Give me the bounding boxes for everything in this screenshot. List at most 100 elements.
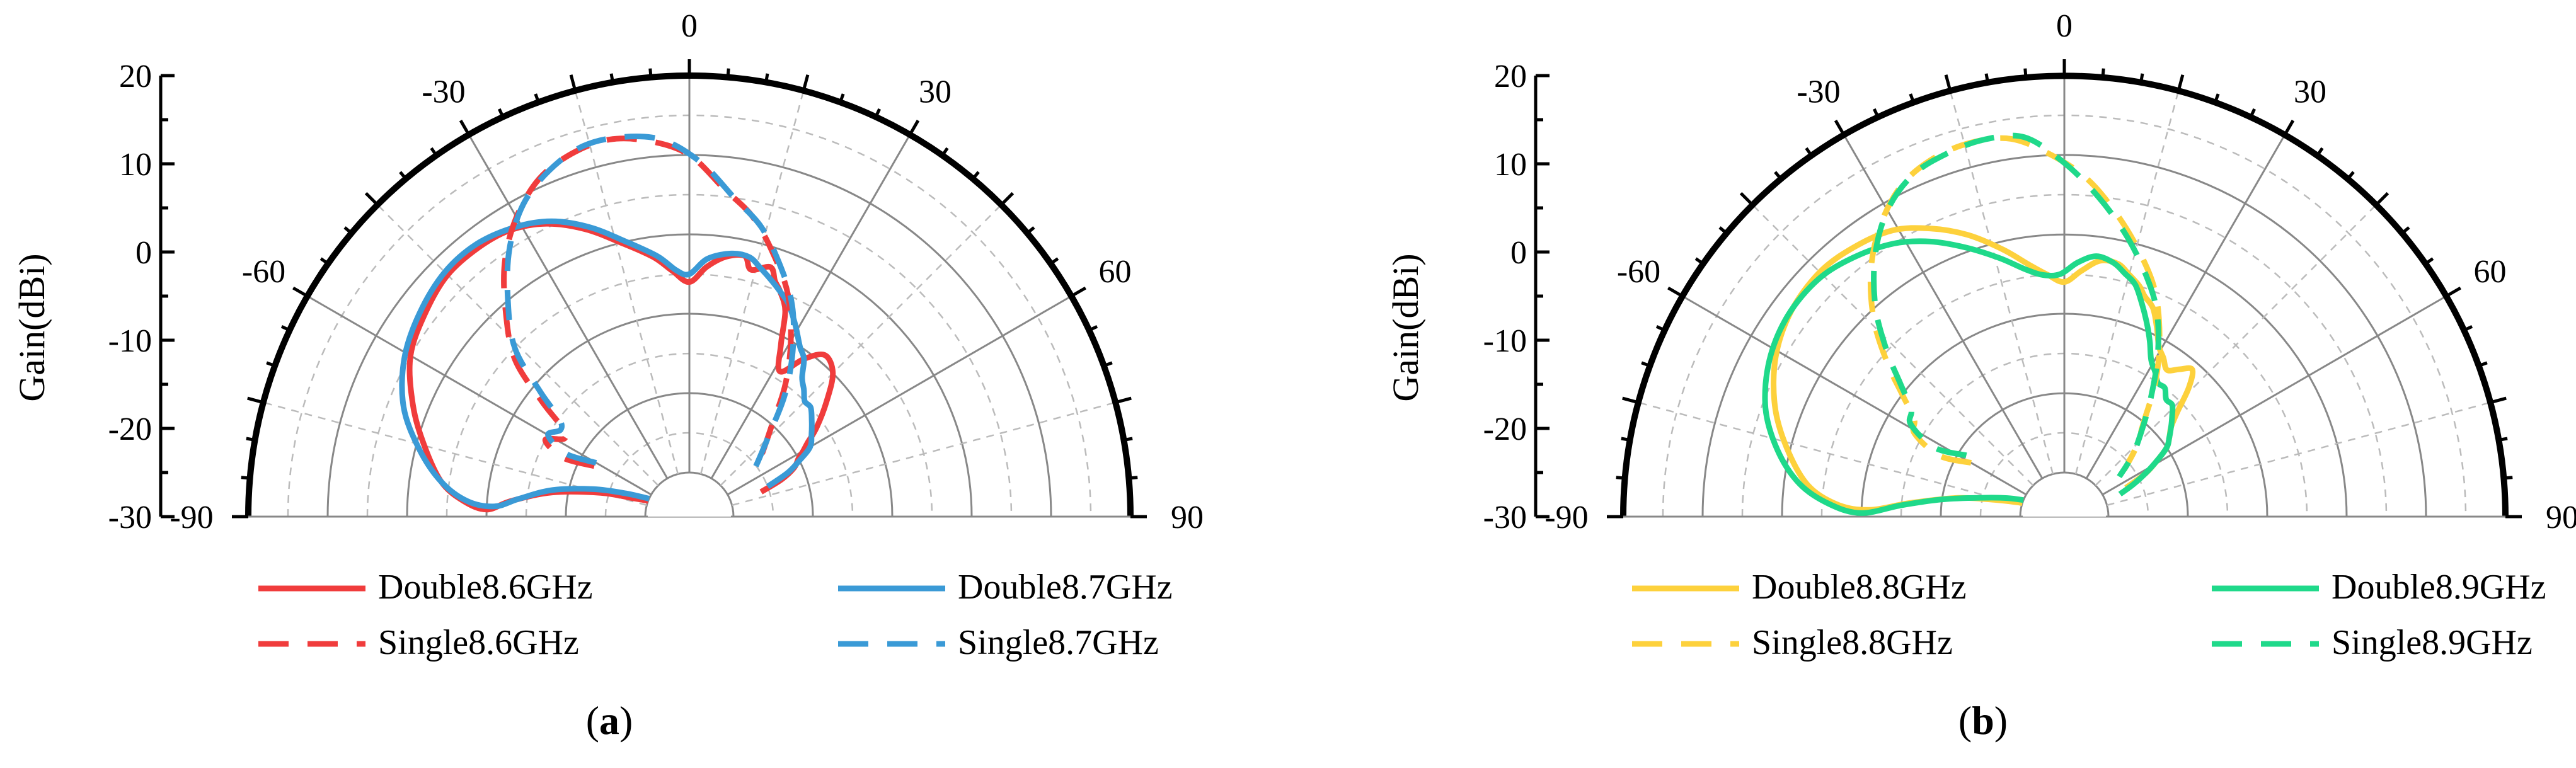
- angle-tick: [1000, 192, 1015, 206]
- radial-axis: 20 10 0 -10 -20 -30: [1483, 59, 1550, 536]
- minor-spoke: [377, 204, 659, 486]
- center-hole: [2023, 475, 2106, 517]
- angle-tick: [2463, 324, 2473, 332]
- angle-tick: [1774, 171, 1782, 180]
- angle-tick: [2214, 93, 2220, 103]
- legend-item: Single8.7GHz: [838, 623, 1159, 662]
- panel-caption-a: (a): [586, 698, 633, 743]
- angle-tick: [1834, 120, 1846, 136]
- angle-tick-label: -90: [170, 500, 213, 536]
- angle-tick-label: -90: [1544, 500, 1588, 536]
- panel-b: Gain(dBi) -90 -60 -30 0 30 60 90 20 10 0 -10 -20 -30…: [1385, 8, 2576, 662]
- angle-tick: [292, 286, 309, 298]
- series-line-single8-7ghz: [504, 134, 797, 476]
- angle-tick: [319, 257, 330, 265]
- angle-tick: [2375, 192, 2389, 206]
- angle-tick: [280, 324, 290, 332]
- radial-tick-label: -30: [1483, 500, 1527, 536]
- legend-item: Double8.7GHz: [838, 568, 1173, 607]
- series-line-single8-9ghz: [1871, 132, 2161, 479]
- angle-tick: [2498, 437, 2508, 442]
- minor-spoke: [720, 204, 1002, 486]
- angle-tick-label: 0: [2056, 8, 2073, 44]
- angle-tick: [534, 93, 540, 103]
- angle-tick: [430, 147, 438, 157]
- angle-tick: [972, 171, 980, 180]
- series-line-double8-9ghz: [1762, 238, 2176, 516]
- radial-tick-label: -10: [108, 323, 152, 359]
- angle-tick-label: 60: [2473, 254, 2506, 290]
- angle-tick: [1944, 74, 1952, 91]
- angle-tick: [1088, 324, 1098, 332]
- angle-tick: [1694, 257, 1705, 265]
- series-group: [399, 134, 836, 513]
- angle-tick: [941, 147, 949, 157]
- angle-tick: [1115, 396, 1132, 404]
- panel-a: Gain(dBi) -90 -60 -30 0 30 60 90 20 10 0 -10 -20 -30…: [11, 8, 1204, 662]
- radial-tick-label: 20: [1494, 59, 1527, 95]
- minor-spoke: [263, 401, 647, 507]
- angle-tick-label: 0: [681, 8, 698, 44]
- angle-tick-label: -30: [1797, 74, 1840, 110]
- minor-spoke: [1752, 204, 2034, 486]
- angle-tick: [364, 192, 379, 206]
- polar-grid: [232, 59, 1147, 519]
- legend-label: Single8.7GHz: [958, 623, 1159, 662]
- svg-text:(a): (a): [586, 698, 633, 743]
- angle-tick: [1621, 437, 1631, 442]
- legend-item: Single8.6GHz: [258, 623, 579, 662]
- angle-tick: [2316, 147, 2324, 157]
- minor-spoke: [1949, 90, 2054, 474]
- series-line-double8-6ghz: [406, 221, 836, 513]
- angle-tick: [246, 437, 256, 442]
- angle-tick: [459, 120, 471, 136]
- angle-tick: [1718, 226, 1728, 234]
- legend-item: Single8.8GHz: [1632, 623, 1953, 662]
- angle-tick: [609, 73, 614, 83]
- minor-spoke: [732, 401, 1116, 507]
- angle-tick: [874, 108, 882, 118]
- angle-tick: [2176, 74, 2185, 91]
- minor-spoke: [699, 90, 805, 474]
- angle-tick: [569, 74, 577, 91]
- angle-tick: [648, 68, 653, 77]
- angle-tick: [266, 361, 276, 367]
- y-axis-title-a: Gain(dBi): [11, 253, 52, 401]
- major-spoke: [727, 295, 1072, 496]
- angle-tick: [1641, 361, 1651, 367]
- minor-spoke: [574, 90, 679, 474]
- angle-tick: [2347, 171, 2355, 180]
- legend-item: Double8.6GHz: [258, 568, 593, 607]
- center-hole: [648, 475, 731, 517]
- series-group: [1762, 132, 2196, 516]
- angle-tick: [247, 396, 264, 404]
- angle-tick: [2401, 226, 2410, 234]
- radial-tick-label: -10: [1483, 323, 1527, 359]
- angle-tick-label: 30: [919, 74, 952, 110]
- angle-tick: [1049, 257, 1059, 265]
- legend: Double8.8GHz Double8.9GHz Single8.8GHz Sing…: [1632, 568, 2546, 662]
- angle-tick: [2445, 286, 2461, 298]
- legend-label: Double8.7GHz: [958, 568, 1173, 607]
- major-spoke: [307, 295, 652, 496]
- angle-tick-label: 90: [1171, 500, 1204, 536]
- angle-tick-label: -60: [242, 254, 285, 290]
- legend-label: Double8.8GHz: [1752, 568, 1967, 607]
- angle-tick: [1739, 192, 1754, 206]
- legend-label: Single8.9GHz: [2332, 623, 2533, 662]
- series-line-double8-7ghz: [399, 218, 815, 510]
- angle-tick: [764, 73, 769, 83]
- radial-axis: 20 10 0 -10 -20 -30: [108, 59, 175, 536]
- angle-tick: [1909, 93, 1915, 103]
- angle-tick: [839, 93, 845, 103]
- radial-tick-label: -20: [1483, 411, 1527, 447]
- angle-tick: [1655, 324, 1665, 332]
- angle-tick: [399, 171, 407, 180]
- panel-label-b: b: [1972, 698, 1994, 743]
- angle-tick: [1622, 396, 1639, 404]
- radial-tick-label: 0: [135, 235, 152, 271]
- legend-label: Double8.6GHz: [378, 568, 593, 607]
- angle-tick: [1026, 226, 1035, 234]
- legend-item: Double8.8GHz: [1632, 568, 1967, 607]
